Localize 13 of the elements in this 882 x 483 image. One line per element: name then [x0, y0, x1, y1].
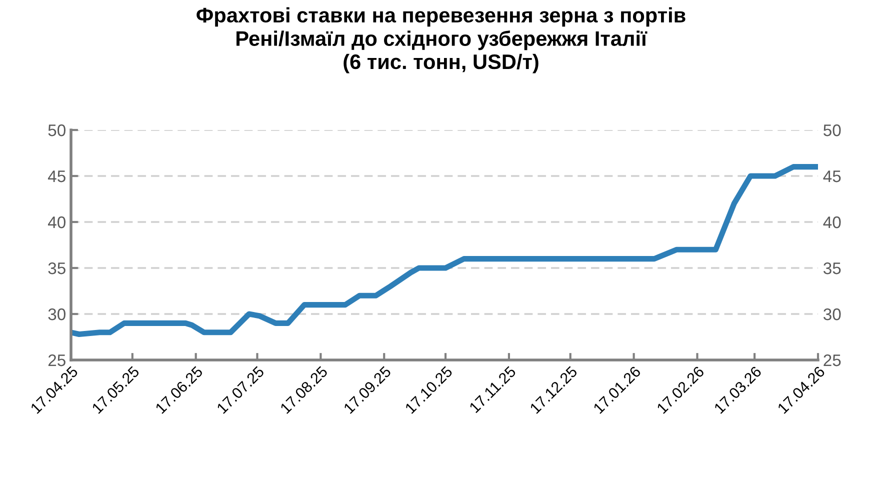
y2-tick-label: 25 — [824, 354, 841, 366]
y-tick-label: 50 — [48, 124, 66, 136]
y-tick-label: 35 — [48, 262, 66, 274]
y2-tick-label: 45 — [823, 170, 841, 182]
chart-title: Фрахтові ставки на перевезення зерна з портів Рені/Ізмаїл до східного узбережжя Італії (6 тис. тонн, USD/т) — [196, 7, 686, 74]
y2-tick-label: 50 — [824, 124, 841, 136]
y-tick-label: 25 — [48, 354, 66, 366]
y2-tick-label: 35 — [823, 262, 841, 274]
y2-tick-label: 30 — [823, 308, 841, 320]
y2-tick-label: 40 — [823, 216, 841, 228]
y-tick-label: 45 — [48, 170, 66, 182]
y-tick-label: 30 — [48, 308, 66, 320]
y-tick-label: 40 — [48, 216, 66, 228]
